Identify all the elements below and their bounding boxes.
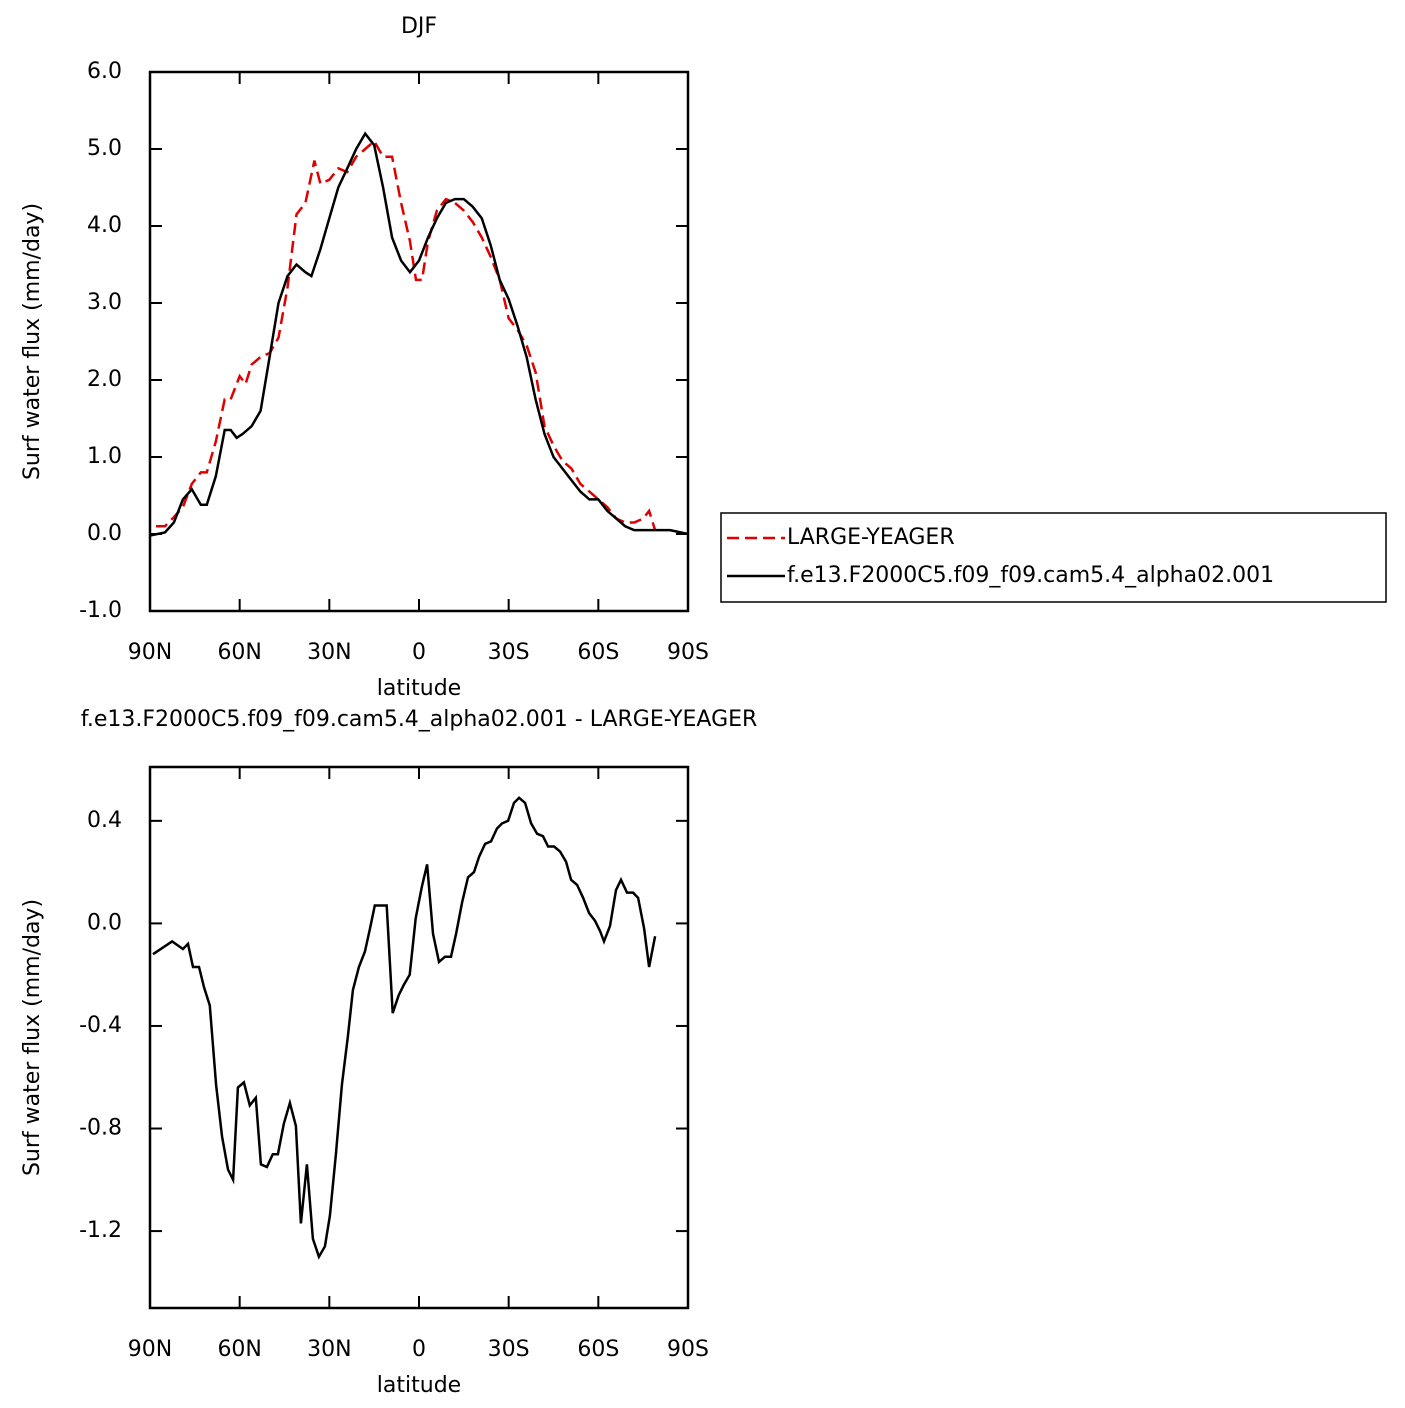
y-tick-label: 0.0 bbox=[87, 521, 122, 546]
x-tick-label: 30S bbox=[488, 640, 530, 665]
data-line bbox=[149, 131, 689, 537]
x-tick-label: 90N bbox=[128, 640, 172, 665]
y-axis-label: Surf water flux (mm/day) bbox=[20, 899, 45, 1176]
x-tick-label: 60N bbox=[217, 1337, 261, 1362]
x-tick-label: 60S bbox=[577, 640, 619, 665]
legend-label: f.e13.F2000C5.f09_f09.cam5.4_alpha02.001 bbox=[787, 563, 1274, 588]
y-tick-label: 2.0 bbox=[87, 367, 122, 392]
x-tick-label: 0 bbox=[412, 1337, 426, 1362]
plot-frame bbox=[148, 70, 690, 613]
legend-box bbox=[720, 512, 1387, 603]
plot-frame bbox=[148, 765, 690, 1310]
x-axis-label: latitude bbox=[377, 676, 461, 701]
chart-title: DJF bbox=[401, 14, 437, 39]
chart-title: f.e13.F2000C5.f09_f09.cam5.4_alpha02.001… bbox=[81, 707, 758, 732]
x-tick-label: 90N bbox=[128, 1337, 172, 1362]
y-tick-label: 5.0 bbox=[87, 136, 122, 161]
y-tick-label: -1.0 bbox=[79, 598, 122, 623]
x-tick-label: 90S bbox=[667, 1337, 709, 1362]
y-tick-label: -1.2 bbox=[79, 1218, 122, 1243]
y-tick-label: 4.0 bbox=[87, 213, 122, 238]
y-tick-label: 0.0 bbox=[87, 910, 122, 935]
y-tick-label: 0.4 bbox=[87, 808, 122, 833]
y-tick-label: -0.8 bbox=[79, 1116, 122, 1141]
x-tick-label: 60S bbox=[577, 1337, 619, 1362]
x-tick-label: 30N bbox=[307, 640, 351, 665]
x-tick-label: 60N bbox=[217, 640, 261, 665]
y-tick-label: -0.4 bbox=[79, 1013, 122, 1038]
data-line bbox=[156, 139, 657, 531]
y-tick-label: 6.0 bbox=[87, 59, 122, 84]
legend-label: LARGE-YEAGER bbox=[787, 525, 955, 550]
y-tick-label: 1.0 bbox=[87, 444, 122, 469]
x-tick-label: 90S bbox=[667, 640, 709, 665]
data-line bbox=[152, 796, 657, 1260]
x-tick-label: 30N bbox=[307, 1337, 351, 1362]
y-tick-label: 3.0 bbox=[87, 290, 122, 315]
y-axis-label: Surf water flux (mm/day) bbox=[20, 203, 45, 480]
x-tick-label: 30S bbox=[488, 1337, 530, 1362]
x-tick-label: 0 bbox=[412, 640, 426, 665]
x-axis-label: latitude bbox=[377, 1373, 461, 1398]
